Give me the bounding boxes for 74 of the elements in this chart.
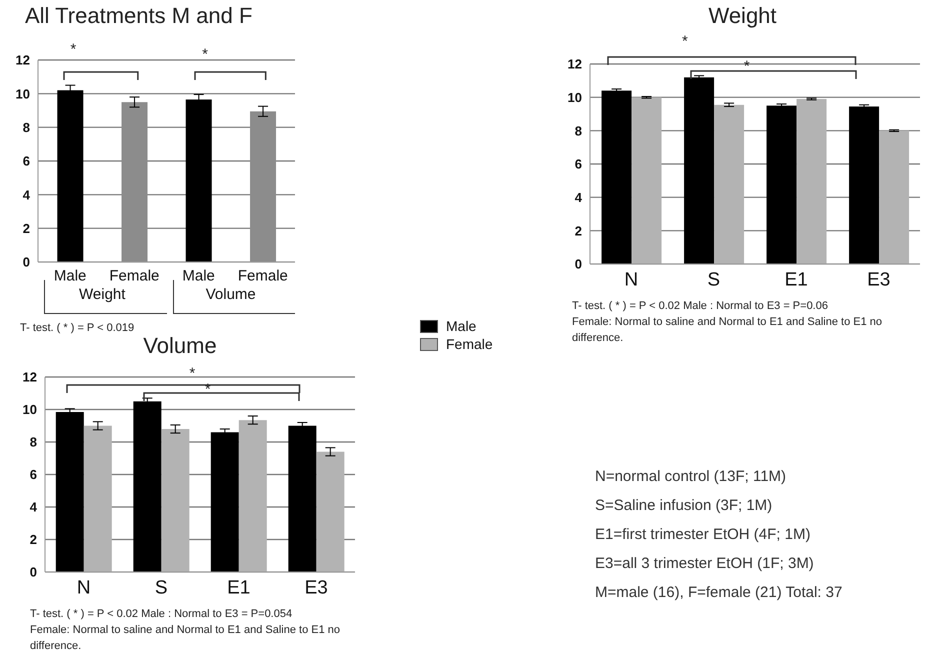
text: Female: Normal to saline and Normal to E1 and Saline to E1 no difference. bbox=[30, 623, 341, 654]
text: E1=first trimester EtOH (4F; 1M) bbox=[595, 525, 812, 545]
bar bbox=[288, 426, 316, 572]
y-tick-label: 2 bbox=[22, 220, 30, 236]
y-tick-label: 2 bbox=[574, 223, 582, 238]
y-tick-label: 8 bbox=[574, 123, 582, 138]
x-tick-label: E3 bbox=[304, 577, 328, 598]
y-tick-label: 10 bbox=[568, 90, 582, 105]
y-tick-label: 6 bbox=[22, 154, 30, 169]
bar bbox=[796, 99, 827, 264]
y-tick-label: 6 bbox=[574, 156, 582, 172]
y-tick-label: 0 bbox=[574, 256, 582, 272]
x-tick-label: E1 bbox=[227, 577, 250, 598]
legend-label: Female bbox=[446, 336, 493, 352]
x-tick-label: E1 bbox=[784, 269, 808, 290]
x-tick-label: Female bbox=[109, 268, 160, 285]
text: Weight bbox=[78, 286, 126, 303]
chart-title: Volume bbox=[143, 333, 217, 358]
bar bbox=[316, 452, 344, 572]
y-tick-label: 6 bbox=[30, 467, 37, 482]
y-tick-label: 2 bbox=[30, 532, 37, 548]
x-tick-label: S bbox=[707, 269, 720, 290]
text: T- test. ( * ) = P < 0.02 Male : Normal to E3 = P=0.06 bbox=[572, 299, 829, 314]
y-tick-label: 10 bbox=[16, 86, 30, 102]
bar bbox=[56, 412, 84, 572]
chart-title: Weight bbox=[707, 2, 778, 30]
y-tick-label: 12 bbox=[16, 52, 30, 68]
y-tick-label: 0 bbox=[22, 254, 30, 270]
bar bbox=[684, 77, 714, 264]
y-tick-label: 10 bbox=[22, 402, 37, 418]
text: * bbox=[680, 33, 689, 50]
bar bbox=[714, 104, 744, 264]
text: T- test. ( * ) = P < 0.02 Male : Normal to E3 = P=0.054 bbox=[30, 607, 294, 622]
bar bbox=[161, 429, 190, 572]
bar bbox=[84, 426, 112, 572]
annotation: * bbox=[201, 46, 209, 63]
y-tick-label: 4 bbox=[574, 190, 583, 205]
chart-title: All Treatments M and F bbox=[24, 2, 254, 30]
x-tick-label: N bbox=[76, 577, 91, 598]
x-tick-label: N bbox=[624, 269, 638, 290]
bar bbox=[602, 90, 632, 264]
bar bbox=[849, 106, 880, 264]
bar bbox=[122, 102, 148, 262]
y-tick-label: 4 bbox=[22, 187, 31, 202]
x-tick-label: E3 bbox=[867, 269, 890, 290]
x-tick-label: S bbox=[154, 577, 168, 598]
text: S=Saline infusion (3F; 1M) bbox=[595, 496, 774, 516]
y-tick-label: 4 bbox=[30, 500, 38, 515]
bar bbox=[879, 130, 910, 264]
x-tick-label: Male bbox=[182, 268, 215, 285]
text: M=male (16), F=female (21) Total: 37 bbox=[595, 583, 842, 603]
text: Female: Normal to saline and Normal to E1 and Saline to E1 no difference. bbox=[572, 315, 883, 346]
legend-label: Male bbox=[446, 318, 476, 334]
y-tick-label: 12 bbox=[568, 56, 582, 72]
x-tick-label: Male bbox=[54, 268, 86, 285]
text: N=normal control (13F; 11M) bbox=[595, 467, 788, 487]
bar bbox=[210, 432, 239, 572]
annotation: * bbox=[742, 58, 751, 76]
annotation: * bbox=[188, 364, 196, 382]
text: E3=all 3 trimester EtOH (1F; 3M) bbox=[595, 554, 815, 574]
bar bbox=[250, 111, 276, 262]
x-tick-label: Female bbox=[238, 268, 288, 285]
text: Volume bbox=[204, 286, 257, 303]
annotation: * bbox=[204, 381, 212, 398]
y-tick-label: 8 bbox=[30, 434, 37, 450]
bar bbox=[632, 97, 662, 264]
y-tick-label: 0 bbox=[30, 564, 37, 580]
bar bbox=[766, 106, 797, 264]
bar bbox=[133, 401, 162, 572]
text: T- test. ( * ) = P < 0.019 bbox=[20, 322, 134, 334]
y-tick-label: 8 bbox=[22, 120, 30, 135]
y-tick-label: 12 bbox=[22, 370, 37, 385]
bar bbox=[238, 420, 267, 572]
text: * bbox=[69, 40, 78, 58]
